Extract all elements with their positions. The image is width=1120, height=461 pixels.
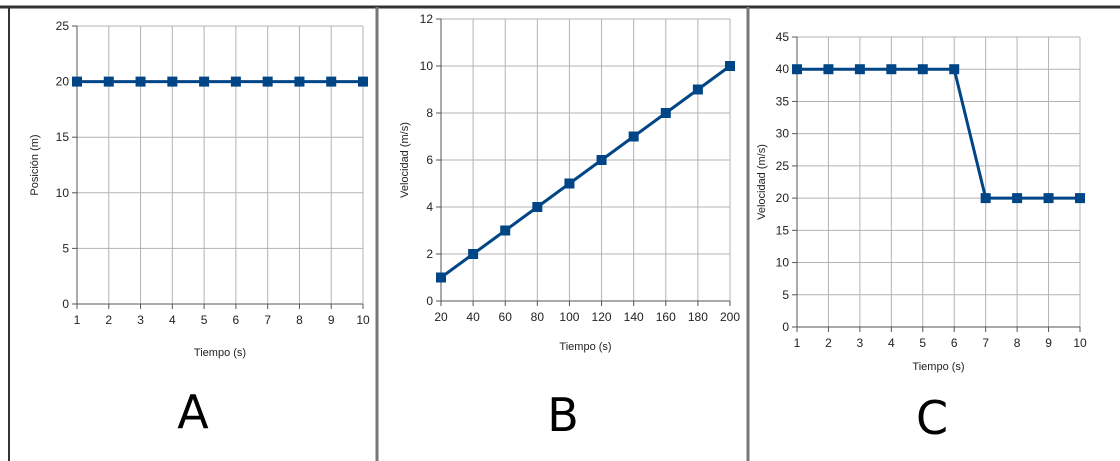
data-point-marker [436,272,446,283]
y-tick-label: 30 [776,127,790,141]
x-tick-label: 4 [169,313,176,327]
x-tick-label: 3 [137,313,144,327]
x-tick-label: 9 [328,313,335,327]
y-tick-label: 5 [782,288,789,302]
data-point-marker [692,84,703,95]
y-tick-label: 0 [426,294,433,308]
x-tick-label: 40 [466,310,480,324]
data-point-marker [135,76,146,87]
data-point-marker [886,64,897,75]
panel-label: C [916,391,948,445]
y-tick-label: 12 [420,12,434,26]
data-point-marker [532,202,543,212]
x-tick-label: 5 [919,336,926,350]
data-point-marker [294,76,305,87]
x-tick-label: 180 [688,310,708,324]
y-tick-label: 0 [782,320,789,334]
data-point-marker [72,76,82,87]
x-tick-label: 120 [592,310,612,324]
data-point-marker [949,64,960,75]
y-tick-label: 20 [56,75,70,89]
data-point-marker [725,61,735,71]
y-tick-label: 45 [776,30,790,44]
x-tick-label: 3 [857,336,864,350]
y-tick-label: 15 [776,223,790,237]
x-tick-label: 7 [982,336,989,350]
data-point-marker [980,193,991,204]
y-axis-title: Posición (m) [29,134,41,195]
data-point-marker [792,64,802,75]
y-tick-label: 25 [56,19,70,33]
y-tick-label: 6 [426,153,433,167]
x-tick-label: 20 [434,310,448,324]
x-axis-title: Tiempo (s) [559,341,611,353]
y-tick-label: 35 [776,94,790,108]
data-point-marker [823,64,834,75]
y-tick-label: 4 [426,200,433,214]
x-axis-title: Tiempo (s) [194,347,246,359]
data-point-marker [1012,193,1023,204]
x-tick-label: 160 [656,310,676,324]
series-line [440,64,731,279]
x-tick-label: 10 [1073,336,1087,350]
x-tick-label: 5 [201,313,208,327]
x-tick-label: 200 [720,310,740,324]
data-point-marker [262,76,273,87]
x-tick-label: 10 [356,313,370,327]
data-point-marker [230,76,241,87]
x-tick-label: 7 [264,313,271,327]
x-tick-label: 60 [499,310,513,324]
x-tick-label: 1 [74,313,81,327]
data-point-marker [564,178,575,189]
x-tick-label: 2 [105,313,112,327]
chart-panel-b: 0 2 4 6 8 10 12 20 40 60 80 100 120 140 160 180 200 Tiemp… [399,12,740,442]
data-point-marker [103,76,114,87]
x-tick-label: 8 [296,313,303,327]
y-tick-label: 0 [62,297,69,311]
x-tick-label: 1 [794,336,801,350]
data-point-marker [500,225,511,236]
data-point-marker [917,64,928,75]
data-point-marker [468,249,479,259]
y-tick-label: 15 [56,130,70,144]
panel-label: A [177,385,209,439]
y-tick-label: 10 [56,186,70,200]
y-tick-label: 25 [776,159,790,173]
y-tick-label: 2 [426,247,433,261]
y-axis-title: Velocidad (m/s) [399,122,411,198]
data-point-marker [199,76,210,87]
x-tick-label: 9 [1045,336,1052,350]
chart-panel-a: 0 5 10 15 20 25 1 2 3 4 5 6 7 8 9 10 Tiempo (s) Posición … [29,19,370,439]
x-tick-label: 80 [531,310,545,324]
x-tick-label: 140 [624,310,644,324]
data-point-marker [358,76,368,87]
y-tick-label: 20 [776,191,790,205]
y-axis-title: Velocidad (m/s) [756,144,768,220]
x-tick-label: 6 [951,336,958,350]
data-point-marker [1075,193,1085,204]
series-line [797,67,1080,200]
data-point-marker [167,76,178,87]
x-tick-label: 6 [233,313,240,327]
data-point-marker [596,155,607,165]
data-point-marker [628,131,639,142]
y-tick-label: 10 [776,256,790,270]
data-point-marker [854,64,865,75]
x-axis-title: Tiempo (s) [912,361,964,373]
x-tick-label: 8 [1014,336,1021,350]
data-point-marker [1043,193,1054,204]
y-tick-label: 5 [62,241,69,255]
x-tick-label: 4 [888,336,895,350]
y-tick-label: 10 [420,59,434,73]
x-tick-label: 100 [559,310,579,324]
panel-label: B [547,388,579,442]
data-point-marker [326,76,337,87]
y-tick-label: 8 [426,106,433,120]
data-point-marker [660,108,671,118]
y-tick-label: 40 [776,62,790,76]
x-tick-label: 2 [825,336,832,350]
